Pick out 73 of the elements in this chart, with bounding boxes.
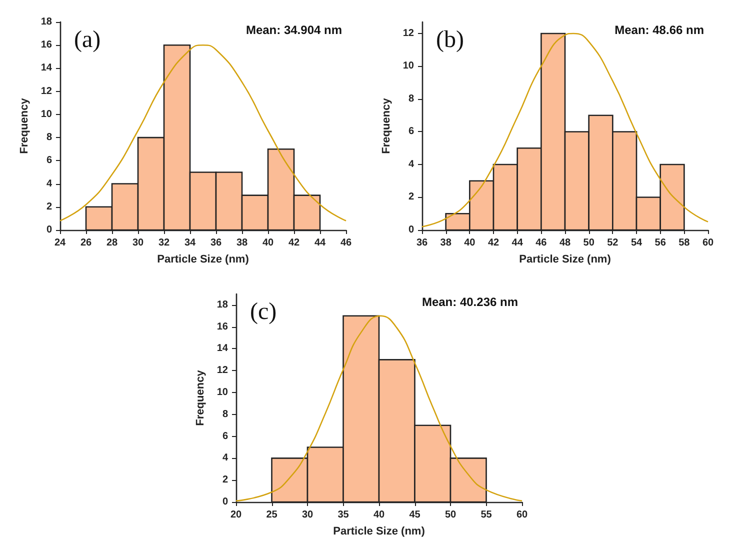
x-tick-label: 35 — [338, 510, 350, 520]
y-tick-label: 6 — [46, 155, 52, 166]
annotation: (a) — [74, 27, 101, 53]
y-tick-label: 8 — [46, 132, 52, 144]
annotation: Mean: 40.236 nm — [422, 295, 518, 309]
x-axis-title: Particle Size (nm) — [519, 254, 612, 266]
x-tick-label: 44 — [314, 238, 326, 248]
x-tick-label: 40 — [464, 238, 476, 248]
x-tick-label: 28 — [106, 238, 118, 248]
y-tick-label: 0 — [408, 224, 414, 236]
y-tick-label: 14 — [40, 62, 52, 74]
y-axis-title: Frequency — [18, 97, 30, 154]
x-tick-label: 48 — [559, 238, 571, 248]
x-tick-label: 55 — [480, 510, 492, 520]
y-axis-title: Frequency — [194, 369, 206, 426]
x-tick-label: 38 — [440, 238, 452, 248]
x-tick-label: 60 — [702, 238, 714, 248]
x-tick-label: 36 — [416, 238, 428, 248]
y-tick-label: 0 — [46, 224, 52, 236]
x-tick-label: 20 — [230, 510, 242, 520]
x-axis-title: Particle Size (nm) — [157, 254, 250, 266]
x-tick-label: 46 — [536, 238, 548, 248]
x-tick-label: 30 — [302, 510, 314, 520]
y-tick-label: 4 — [408, 158, 414, 170]
x-tick-label: 26 — [80, 238, 92, 248]
x-tick-label: 38 — [236, 238, 248, 248]
y-tick-label: 18 — [40, 16, 52, 28]
x-axis-title: Particle Size (nm) — [333, 526, 426, 538]
y-tick-label: 12 — [40, 86, 52, 97]
y-tick-label: 14 — [216, 343, 228, 354]
y-tick-label: 6 — [408, 126, 414, 138]
x-tick-label: 25 — [266, 510, 278, 520]
x-tick-label: 40 — [373, 510, 385, 520]
x-tick-label: 34 — [184, 238, 196, 248]
x-tick-label: 42 — [488, 238, 500, 248]
y-tick-label: 2 — [222, 474, 228, 486]
x-tick-label: 45 — [409, 510, 421, 520]
y-tick-label: 18 — [216, 299, 228, 310]
annotation: (b) — [436, 27, 464, 53]
x-tick-label: 36 — [210, 238, 222, 248]
y-tick-label: 10 — [216, 387, 228, 398]
y-tick-label: 8 — [222, 408, 228, 420]
y-tick-label: 2 — [408, 192, 414, 203]
x-tick-label: 24 — [54, 238, 66, 248]
y-tick-label: 2 — [46, 201, 52, 212]
y-tick-label: 4 — [222, 452, 228, 464]
x-tick-label: 56 — [654, 238, 666, 248]
y-tick-label: 10 — [402, 60, 414, 72]
x-tick-label: 50 — [583, 238, 595, 248]
x-tick-label: 42 — [288, 238, 300, 248]
y-tick-label: 16 — [216, 321, 228, 332]
y-tick-label: 8 — [408, 93, 414, 104]
x-tick-label: 58 — [678, 238, 690, 248]
x-tick-label: 50 — [444, 510, 456, 520]
y-tick-label: 6 — [222, 430, 228, 442]
x-tick-label: 46 — [340, 238, 352, 248]
annotation: (c) — [250, 299, 277, 325]
x-tick-label: 44 — [512, 238, 524, 248]
y-tick-label: 16 — [40, 40, 52, 51]
annotation: Mean: 48.66 nm — [614, 23, 704, 37]
y-tick-label: 0 — [222, 496, 228, 508]
y-tick-label: 4 — [46, 178, 52, 190]
y-tick-label: 12 — [402, 28, 414, 39]
x-tick-label: 60 — [516, 510, 528, 520]
y-tick-label: 12 — [216, 365, 228, 376]
x-tick-label: 32 — [158, 238, 170, 248]
y-axis-title: Frequency — [380, 97, 392, 154]
x-tick-label: 54 — [630, 238, 642, 248]
x-tick-label: 30 — [132, 238, 144, 248]
annotation: Mean: 34.904 nm — [246, 23, 342, 37]
x-tick-label: 52 — [607, 238, 619, 248]
x-tick-label: 40 — [262, 238, 274, 248]
y-tick-label: 10 — [40, 108, 52, 120]
